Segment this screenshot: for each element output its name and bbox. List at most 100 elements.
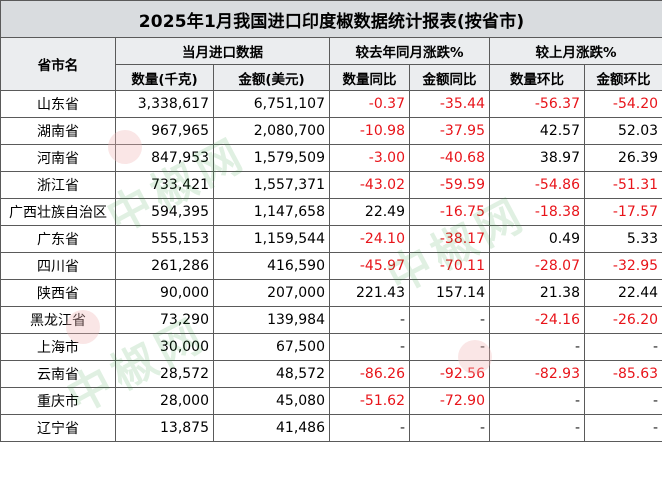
amount-yoy-cell: - — [409, 306, 490, 334]
amount-yoy-cell: -40.68 — [409, 144, 490, 172]
table-body: 山东省 3,338,617 6,751,107 -0.37 -35.44 -56.37 -5… — [0, 90, 662, 442]
table-row: 广西壮族自治区 594,395 1,147,658 22.49 -16.75 -18.38… — [0, 198, 662, 226]
province-cell: 云南省 — [0, 360, 116, 388]
qty-cell: 13,875 — [115, 414, 214, 442]
amount-yoy-header: 金额同比 — [409, 64, 490, 91]
report-title: 2025年1月我国进口印度椒数据统计报表(按省市) — [0, 0, 662, 38]
amount-mom-cell: -54.20 — [583, 90, 662, 118]
table-row: 黑龙江省 73,290 139,984- - -24.16 -26.20 — [0, 306, 662, 334]
table-row: 湖南省 967,965 2,080,700 -10.98 -37.95 42.57 52.0… — [0, 117, 662, 145]
qty-mom-cell: -28.07 — [489, 252, 585, 280]
qty-mom-cell: 21.38 — [489, 279, 585, 307]
qty-cell: 28,572 — [115, 360, 214, 388]
qty-header: 数量(千克) — [115, 64, 214, 91]
table-row: 重庆市 28,000 45,080 -51.62 -72.90- - — [0, 387, 662, 415]
qty-mom-cell: 42.57 — [489, 117, 585, 145]
qty-cell: 30,000 — [115, 333, 214, 361]
qty-yoy-cell: -3.00 — [329, 144, 410, 172]
qty-cell: 261,286 — [115, 252, 214, 280]
qty-mom-cell: 38.97 — [489, 144, 585, 172]
qty-cell: 594,395 — [115, 198, 214, 226]
qty-mom-header: 数量环比 — [489, 64, 585, 91]
qty-yoy-cell: -10.98 — [329, 117, 410, 145]
amount-yoy-cell: 157.14 — [409, 279, 490, 307]
qty-cell: 733,421 — [115, 171, 214, 199]
amount-yoy-cell: -70.11 — [409, 252, 490, 280]
qty-mom-cell: 0.49 — [489, 225, 585, 253]
amount-cell: 139,984 — [213, 306, 330, 334]
amount-cell: 2,080,700 — [213, 117, 330, 145]
province-cell: 广西壮族自治区 — [0, 198, 116, 226]
province-cell: 黑龙江省 — [0, 306, 116, 334]
amount-cell: 6,751,107 — [213, 90, 330, 118]
province-cell: 浙江省 — [0, 171, 116, 199]
amount-yoy-cell: -38.17 — [409, 225, 490, 253]
qty-mom-cell: -56.37 — [489, 90, 585, 118]
qty-mom-cell: -82.93 — [489, 360, 585, 388]
qty-mom-cell: -24.16 — [489, 306, 585, 334]
amount-yoy-cell: -59.59 — [409, 171, 490, 199]
province-cell: 陕西省 — [0, 279, 116, 307]
province-cell: 广东省 — [0, 225, 116, 253]
qty-yoy-header: 数量同比 — [329, 64, 410, 91]
province-cell: 河南省 — [0, 144, 116, 172]
qty-mom-cell: - — [489, 387, 585, 415]
table-row: 辽宁省 13,875 41,486- - - - — [0, 414, 662, 442]
amount-mom-cell: -85.63 — [583, 360, 662, 388]
amount-yoy-cell: -92.56 — [409, 360, 490, 388]
mom-group-header: 较上月涨跌% — [488, 37, 662, 65]
qty-mom-cell: -18.38 — [489, 198, 585, 226]
yoy-group-header: 较去年同月涨跌% — [329, 37, 490, 65]
qty-cell: 3,338,617 — [115, 90, 214, 118]
province-cell: 辽宁省 — [0, 414, 116, 442]
amount-header: 金额(美元) — [213, 64, 330, 91]
qty-cell: 967,965 — [115, 117, 214, 145]
table-row: 河南省 847,953 1,579,509 -3.00 -40.68 38.97 26.39 — [0, 144, 662, 172]
qty-yoy-cell: -51.62 — [329, 387, 410, 415]
amount-cell: 67,500 — [213, 333, 330, 361]
province-header: 省市名 — [0, 37, 116, 91]
table-row: 云南省 28,572 48,572 -86.26 -92.56 -82.93 -85.63 — [0, 360, 662, 388]
amount-mom-cell: 22.44 — [583, 279, 662, 307]
qty-yoy-cell: 22.49 — [329, 198, 410, 226]
amount-cell: 41,486 — [213, 414, 330, 442]
amount-cell: 207,000 — [213, 279, 330, 307]
amount-mom-cell: - — [583, 387, 662, 415]
amount-cell: 45,080 — [213, 387, 330, 415]
province-cell: 湖南省 — [0, 117, 116, 145]
table-row: 山东省 3,338,617 6,751,107 -0.37 -35.44 -56.37 -5… — [0, 90, 662, 118]
amount-yoy-cell: - — [409, 333, 490, 361]
province-cell: 重庆市 — [0, 387, 116, 415]
table-row: 上海市 30,000 67,500- - - - — [0, 333, 662, 361]
amount-mom-cell: 52.03 — [583, 117, 662, 145]
qty-yoy-cell: 221.43 — [329, 279, 410, 307]
amount-cell: 48,572 — [213, 360, 330, 388]
table-row: 浙江省 733,421 1,557,371 -43.02 -59.59 -54.86 -51… — [0, 171, 662, 199]
qty-mom-cell: - — [489, 333, 585, 361]
amount-cell: 1,159,544 — [213, 225, 330, 253]
province-cell: 四川省 — [0, 252, 116, 280]
qty-cell: 90,000 — [115, 279, 214, 307]
qty-yoy-cell: -24.10 — [329, 225, 410, 253]
amount-cell: 1,557,371 — [213, 171, 330, 199]
table-row: 四川省 261,286 416,590 -45.97 -70.11 -28.07 -32.9… — [0, 252, 662, 280]
amount-mom-cell: -51.31 — [583, 171, 662, 199]
amount-yoy-cell: -16.75 — [409, 198, 490, 226]
qty-yoy-cell: -0.37 — [329, 90, 410, 118]
qty-yoy-cell: -86.26 — [329, 360, 410, 388]
current-month-group-header: 当月进口数据 — [115, 37, 330, 65]
amount-yoy-cell: -37.95 — [409, 117, 490, 145]
qty-yoy-cell: - — [329, 306, 410, 334]
amount-mom-header: 金额环比 — [583, 64, 662, 91]
table-row: 广东省 555,153 1,159,544 -24.10 -38.17 0.49 5.33 — [0, 225, 662, 253]
qty-yoy-cell: - — [329, 333, 410, 361]
amount-mom-cell: - — [583, 333, 662, 361]
qty-yoy-cell: -45.97 — [329, 252, 410, 280]
amount-cell: 1,579,509 — [213, 144, 330, 172]
qty-cell: 847,953 — [115, 144, 214, 172]
amount-yoy-cell: -35.44 — [409, 90, 490, 118]
qty-yoy-cell: -43.02 — [329, 171, 410, 199]
amount-yoy-cell: - — [409, 414, 490, 442]
province-cell: 山东省 — [0, 90, 116, 118]
